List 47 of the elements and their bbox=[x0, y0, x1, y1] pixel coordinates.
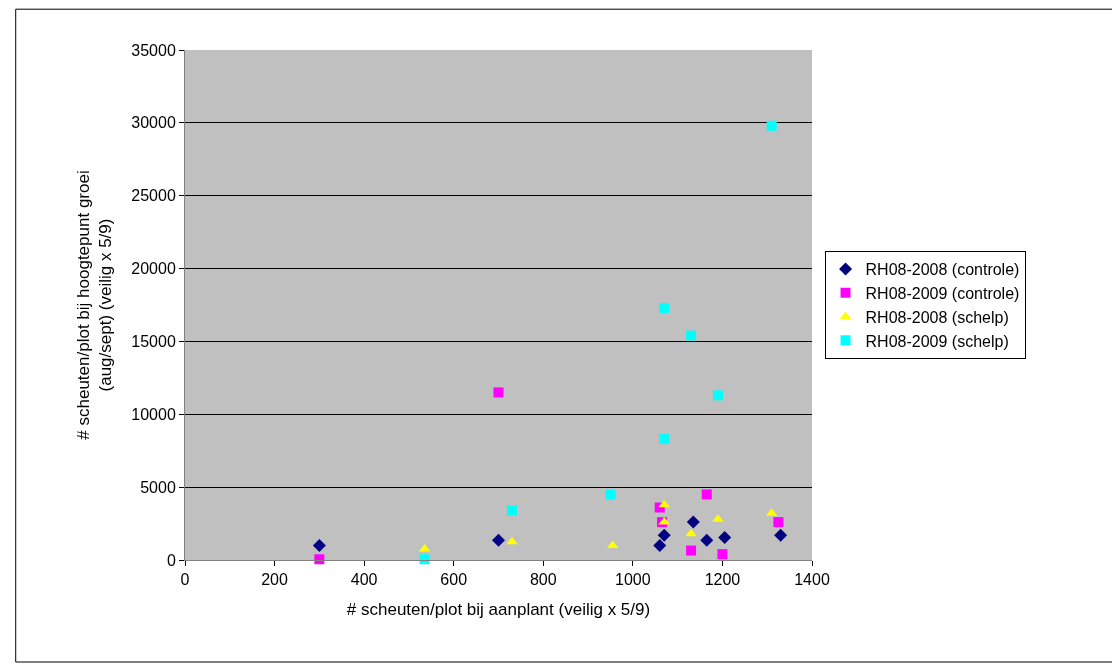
point bbox=[700, 533, 714, 547]
point bbox=[717, 549, 728, 560]
legend-label: RH08-2008 (schelp) bbox=[865, 308, 1009, 326]
legend-label: RH08-2009 (controle) bbox=[865, 284, 1020, 302]
point bbox=[685, 528, 697, 537]
point bbox=[312, 538, 326, 552]
y-tick-label: 35000 bbox=[131, 41, 176, 59]
x-tick-label: 200 bbox=[261, 571, 289, 589]
point bbox=[605, 489, 616, 500]
x-tick-label: 1200 bbox=[704, 571, 741, 589]
point bbox=[686, 330, 697, 341]
point bbox=[506, 505, 517, 516]
y-tick-label: 20000 bbox=[131, 260, 176, 278]
point bbox=[686, 515, 700, 529]
y-tick-label: 5000 bbox=[140, 478, 176, 496]
x-axis-title: # scheuten/plot bij aanplant (veilig x 5/9) bbox=[346, 599, 651, 619]
point bbox=[506, 536, 518, 545]
point bbox=[701, 489, 712, 500]
point bbox=[314, 554, 325, 565]
point bbox=[712, 390, 723, 401]
point bbox=[686, 545, 697, 556]
y-tick-label: 10000 bbox=[131, 405, 176, 423]
point bbox=[658, 499, 670, 508]
point bbox=[653, 538, 667, 552]
y-tick-label: 25000 bbox=[131, 187, 176, 205]
point bbox=[718, 530, 732, 544]
point bbox=[659, 302, 670, 313]
x-tick-label: 0 bbox=[180, 571, 190, 589]
x-tick-label: 400 bbox=[350, 571, 378, 589]
point bbox=[773, 517, 784, 528]
x-tick-label: 1400 bbox=[794, 571, 830, 589]
point bbox=[492, 533, 505, 547]
point bbox=[774, 528, 788, 542]
point bbox=[659, 434, 670, 445]
x-tick-label: 800 bbox=[529, 571, 557, 589]
legend-label: RH08-2009 (schelp) bbox=[865, 332, 1009, 350]
point bbox=[766, 120, 777, 131]
y-axis-title: # scheuten/plot bij hoogtepunt groei (aug/sept) (veilig x 5/9) bbox=[73, 170, 115, 440]
point bbox=[657, 528, 671, 542]
x-tick-label: 1000 bbox=[615, 571, 651, 589]
x-tick-label: 600 bbox=[440, 571, 468, 589]
y-tick-label: 15000 bbox=[131, 333, 176, 351]
y-tick-label: 0 bbox=[166, 551, 176, 569]
point bbox=[493, 387, 504, 398]
y-tick-label: 30000 bbox=[131, 114, 176, 132]
point bbox=[419, 554, 430, 565]
legend-label: RH08-2008 (controle) bbox=[865, 261, 1020, 279]
